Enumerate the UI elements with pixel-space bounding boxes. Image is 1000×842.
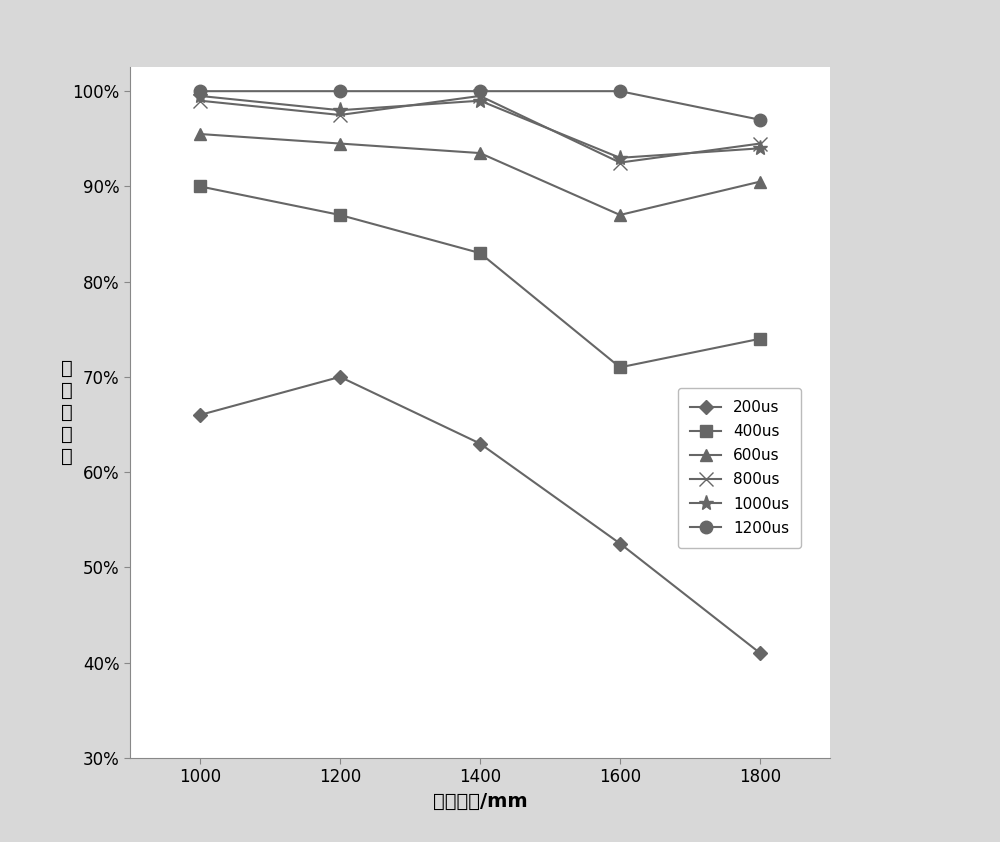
200us xyxy=(614,539,626,549)
400us xyxy=(614,362,626,372)
Line: 1000us: 1000us xyxy=(192,88,768,166)
600us xyxy=(614,210,626,220)
600us xyxy=(754,177,766,187)
1200us xyxy=(614,86,626,96)
1200us xyxy=(194,86,206,96)
Legend: 200us, 400us, 600us, 800us, 1000us, 1200us: 200us, 400us, 600us, 800us, 1000us, 1200… xyxy=(678,387,801,548)
200us xyxy=(334,372,346,382)
200us xyxy=(474,439,486,449)
600us xyxy=(474,148,486,158)
1000us xyxy=(194,91,206,101)
400us xyxy=(334,210,346,220)
1200us xyxy=(474,86,486,96)
200us xyxy=(194,410,206,420)
600us xyxy=(194,129,206,139)
1200us xyxy=(754,115,766,125)
400us xyxy=(194,181,206,191)
X-axis label: 架设高度/mm: 架设高度/mm xyxy=(433,791,527,811)
Line: 600us: 600us xyxy=(194,129,766,221)
800us xyxy=(334,110,346,120)
Text: 数
据
识
别
率: 数 据 识 别 率 xyxy=(61,359,73,466)
1000us xyxy=(474,96,486,106)
800us xyxy=(754,138,766,148)
Line: 1200us: 1200us xyxy=(194,85,766,126)
400us xyxy=(474,248,486,258)
Line: 200us: 200us xyxy=(195,372,765,658)
200us xyxy=(754,648,766,658)
800us xyxy=(194,96,206,106)
1200us xyxy=(334,86,346,96)
600us xyxy=(334,138,346,148)
Line: 800us: 800us xyxy=(193,89,767,169)
1000us xyxy=(614,152,626,163)
400us xyxy=(754,333,766,344)
1000us xyxy=(754,143,766,153)
1000us xyxy=(334,105,346,115)
800us xyxy=(474,91,486,101)
Line: 400us: 400us xyxy=(194,180,766,374)
800us xyxy=(614,157,626,168)
